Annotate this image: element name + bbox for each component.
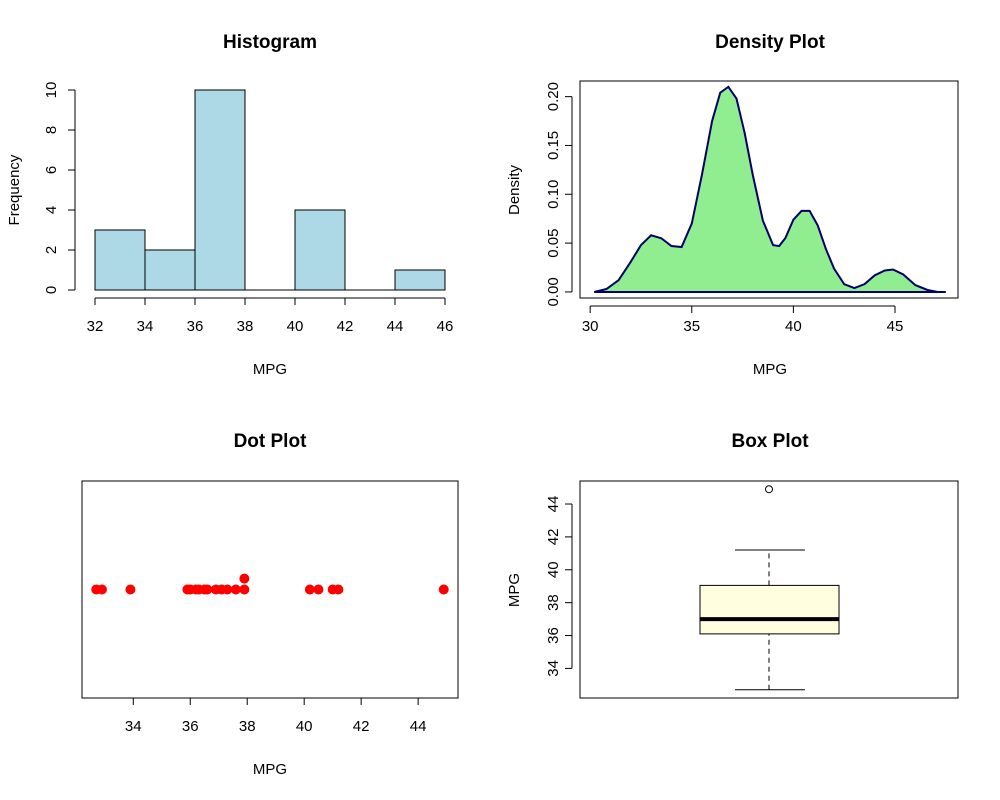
histogram-bar-1 [144, 249, 196, 291]
density-y-tick-label-4: 0.20 [545, 82, 562, 111]
dot-plot-point-19 [438, 584, 449, 595]
dot-plot-point-15 [304, 584, 315, 595]
dot-plot-point-16 [313, 584, 324, 595]
box-plot-marks [699, 485, 840, 691]
dot-plot-point-13 [239, 584, 250, 595]
dot-plot-x-tick-label-0: 34 [125, 718, 142, 735]
dot-plot-x-tick-label-4: 42 [353, 718, 370, 735]
density-curve-line [593, 85, 946, 293]
box-plot-y-tick-label-0: 34 [545, 660, 562, 677]
histogram-x-tick-label-0: 32 [87, 318, 104, 335]
histogram-x-tick-label-3: 38 [237, 318, 254, 335]
dot-plot-title: Dot Plot [234, 431, 307, 452]
density-plot-frame [579, 80, 959, 299]
dot-plot-point-2 [125, 584, 136, 595]
density-y-tick-label-3: 0.15 [545, 131, 562, 160]
box-plot-y-tick-label-4: 42 [545, 529, 562, 546]
histogram-bar-4 [294, 209, 346, 291]
histogram-x-tick-label-7: 46 [437, 318, 454, 335]
histogram-panel: Histogram MPG Frequency 32 34 36 38 40 42 44 46… [6, 32, 453, 378]
dot-plot-x-tick-label-1: 36 [182, 718, 199, 735]
histogram-y-tick-label-4: 8 [43, 126, 60, 134]
dot-plot-point-18 [333, 584, 344, 595]
histogram-x-tick-label-2: 36 [187, 318, 204, 335]
density-curve-area [594, 86, 946, 292]
dot-plot-point-14 [239, 573, 250, 584]
box-plot-outlier-0 [765, 485, 773, 494]
dot-plot-x-tick-label-3: 40 [296, 718, 313, 735]
dot-plot-x-tick-label-2: 38 [239, 718, 256, 735]
dot-plot-x-axis-label: MPG [253, 761, 287, 778]
histogram-y-tick-label-0: 0 [43, 286, 60, 294]
histogram-y-tick-label-1: 2 [43, 246, 60, 254]
density-title: Density Plot [715, 32, 825, 53]
histogram-x-tick-label-6: 44 [387, 318, 404, 335]
histogram-y-tick-label-5: 10 [43, 82, 60, 99]
density-x-tick-label-2: 40 [785, 318, 802, 335]
dot-plot-point-1 [96, 584, 107, 595]
box-plot-panel: Box Plot MPG 34 36 38 40 42 44 [506, 431, 959, 699]
density-y-tick-label-1: 0.05 [545, 229, 562, 258]
histogram-y-tick-label-3: 6 [43, 166, 60, 174]
histogram-bar-2 [194, 89, 246, 291]
density-y-tick-label-0: 0.00 [545, 277, 562, 306]
density-y-axis-label: Density [506, 164, 523, 215]
density-axes: 30 35 40 45 0.00 0.05 0.10 0.15 0.20 [545, 82, 903, 335]
density-x-axis-label: MPG [753, 361, 787, 378]
dot-plot-point-12 [230, 584, 241, 595]
histogram-bar-6 [394, 269, 446, 291]
dot-plot-point-8 [202, 584, 213, 595]
histogram-x-axis-label: MPG [253, 361, 287, 378]
histogram-x-tick-label-4: 40 [287, 318, 304, 335]
box-plot-title: Box Plot [731, 431, 809, 452]
box-plot-axes: 34 36 38 40 42 44 [545, 496, 573, 677]
box-plot-box [699, 584, 840, 635]
dot-plot-axes: 34 36 38 40 42 44 [125, 698, 427, 735]
density-x-tick-label-0: 30 [582, 318, 599, 335]
histogram-y-tick-label-2: 4 [43, 206, 60, 214]
histogram-x-tick-label-1: 34 [137, 318, 154, 335]
box-plot-y-tick-label-2: 38 [545, 594, 562, 611]
dot-plot-frame [81, 480, 459, 699]
dot-plot-point-11 [222, 584, 233, 595]
histogram-title: Histogram [223, 32, 317, 53]
box-plot-y-tick-label-1: 36 [545, 627, 562, 644]
dot-plot-points [91, 573, 449, 595]
histogram-y-axis-label: Frequency [6, 154, 23, 225]
dot-plot-x-tick-label-5: 44 [410, 718, 427, 735]
histogram-x-tick-label-5: 42 [337, 318, 354, 335]
box-plot-frame [579, 480, 959, 699]
density-x-tick-label-1: 35 [683, 318, 700, 335]
density-panel: Density Plot MPG Density 30 35 40 45 0.00 0.0… [506, 32, 959, 378]
histogram-bars [94, 89, 446, 291]
box-plot-y-tick-label-5: 44 [545, 496, 562, 513]
box-plot-y-tick-label-3: 40 [545, 561, 562, 578]
density-y-tick-label-2: 0.10 [545, 180, 562, 209]
dot-plot-panel: Dot Plot MPG 34 36 38 40 42 44 [81, 431, 459, 778]
histogram-bar-0 [94, 229, 146, 291]
density-x-tick-label-3: 45 [887, 318, 904, 335]
box-plot-y-axis-label: MPG [506, 573, 523, 607]
